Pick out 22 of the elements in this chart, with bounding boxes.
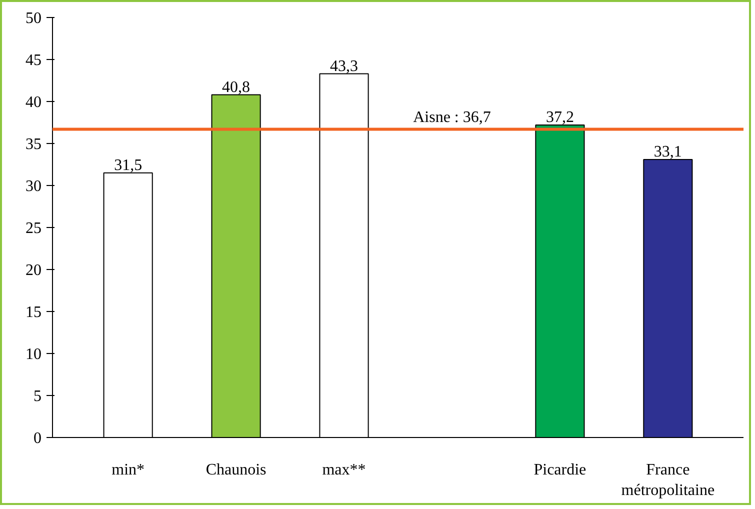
- x-tick-label: France métropolitaine: [621, 462, 715, 499]
- y-tick-label: 10: [26, 346, 42, 363]
- x-tick-label: Chaunois: [206, 462, 266, 478]
- data-label: 33,1: [654, 143, 682, 160]
- x-tick-label: Picardie: [534, 462, 586, 478]
- data-label: 43,3: [330, 58, 358, 75]
- y-tick-label: 45: [26, 52, 42, 69]
- x-tick-label: max**: [322, 462, 366, 478]
- ref-line-label: Aisne : 36,7: [413, 109, 491, 126]
- y-tick-label: 0: [34, 430, 42, 447]
- y-tick-label: 5: [34, 388, 42, 405]
- data-label: 40,8: [222, 78, 250, 96]
- y-tick-label: 40: [26, 94, 42, 111]
- y-tick-label: 25: [26, 220, 42, 237]
- y-tick-label: 30: [26, 178, 42, 195]
- y-tick-label: 15: [26, 304, 42, 321]
- data-label: 31,5: [114, 156, 142, 174]
- x-tick-label: min*: [112, 462, 145, 478]
- data-label: 37,2: [546, 109, 574, 126]
- y-tick-label: 50: [26, 10, 42, 27]
- y-tick-label: 20: [26, 262, 42, 279]
- y-tick-label: 35: [26, 136, 42, 153]
